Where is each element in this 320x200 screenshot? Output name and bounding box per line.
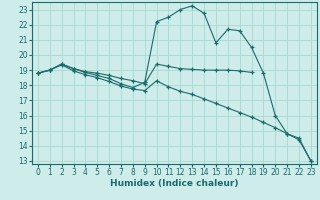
X-axis label: Humidex (Indice chaleur): Humidex (Indice chaleur)	[110, 179, 239, 188]
